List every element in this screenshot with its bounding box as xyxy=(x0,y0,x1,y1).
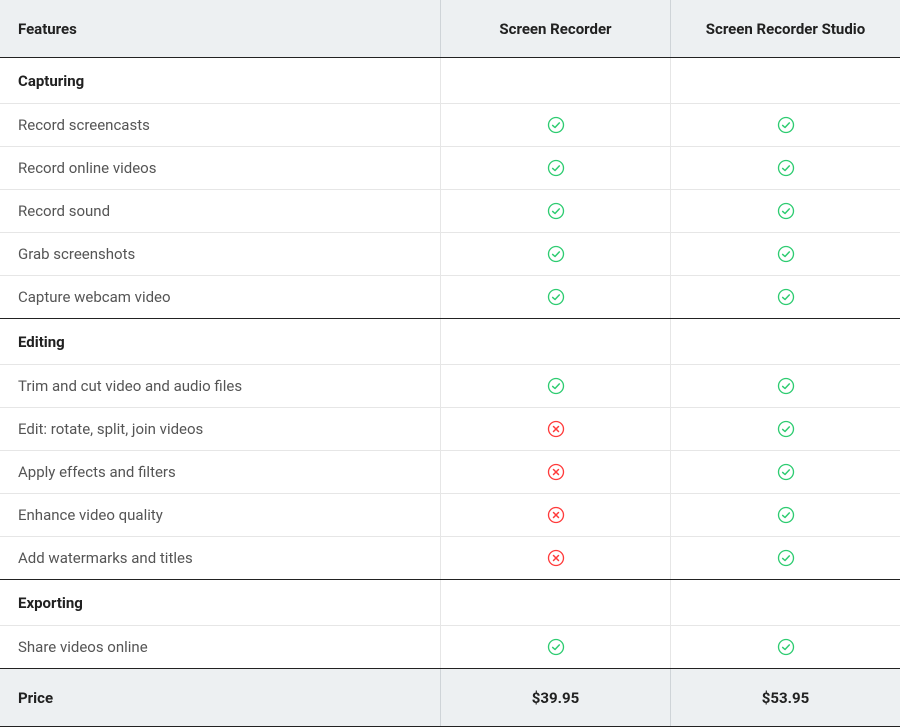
table-row: Share videos online xyxy=(0,626,900,669)
price-row: Price $39.95 $53.95 xyxy=(0,669,900,727)
check-icon xyxy=(545,243,567,265)
feature-label: Grab screenshots xyxy=(0,235,440,273)
check-icon xyxy=(775,286,797,308)
section-title: Capturing xyxy=(0,62,440,100)
cross-icon xyxy=(545,461,567,483)
section-title: Editing xyxy=(0,323,440,361)
check-icon xyxy=(545,114,567,136)
cross-icon xyxy=(545,547,567,569)
table-row: Record sound xyxy=(0,190,900,233)
table-header-row: Features Screen Recorder Screen Recorder… xyxy=(0,0,900,58)
table-row: Record screencasts xyxy=(0,104,900,147)
price-product2: $53.95 xyxy=(670,669,900,726)
section-title: Exporting xyxy=(0,584,440,622)
header-product2: Screen Recorder Studio xyxy=(670,0,900,57)
feature-label: Record screencasts xyxy=(0,106,440,144)
check-icon xyxy=(545,200,567,222)
check-icon xyxy=(545,157,567,179)
cross-icon xyxy=(545,504,567,526)
check-icon xyxy=(545,636,567,658)
check-icon xyxy=(775,547,797,569)
check-icon xyxy=(775,636,797,658)
table-row: Trim and cut video and audio files xyxy=(0,365,900,408)
feature-label: Capture webcam video xyxy=(0,278,440,316)
check-icon xyxy=(775,114,797,136)
check-icon xyxy=(775,200,797,222)
check-icon xyxy=(775,375,797,397)
check-icon xyxy=(775,418,797,440)
check-icon xyxy=(775,157,797,179)
header-features: Features xyxy=(0,10,440,48)
table-row: Grab screenshots xyxy=(0,233,900,276)
comparison-table: Features Screen Recorder Screen Recorder… xyxy=(0,0,900,727)
table-row: Add watermarks and titles xyxy=(0,537,900,580)
feature-label: Apply effects and filters xyxy=(0,453,440,491)
section-capturing: Capturing xyxy=(0,58,900,104)
check-icon xyxy=(545,375,567,397)
table-row: Edit: rotate, split, join videos xyxy=(0,408,900,451)
feature-label: Trim and cut video and audio files xyxy=(0,367,440,405)
feature-label: Add watermarks and titles xyxy=(0,539,440,577)
section-editing: Editing xyxy=(0,319,900,365)
feature-label: Edit: rotate, split, join videos xyxy=(0,410,440,448)
table-row: Capture webcam video xyxy=(0,276,900,319)
section-exporting: Exporting xyxy=(0,580,900,626)
table-row: Apply effects and filters xyxy=(0,451,900,494)
table-row: Enhance video quality xyxy=(0,494,900,537)
feature-label: Record online videos xyxy=(0,149,440,187)
check-icon xyxy=(775,243,797,265)
check-icon xyxy=(545,286,567,308)
price-product1: $39.95 xyxy=(440,669,670,726)
feature-label: Record sound xyxy=(0,192,440,230)
cross-icon xyxy=(545,418,567,440)
price-label: Price xyxy=(0,679,440,717)
feature-label: Share videos online xyxy=(0,628,440,666)
feature-label: Enhance video quality xyxy=(0,496,440,534)
check-icon xyxy=(775,461,797,483)
check-icon xyxy=(775,504,797,526)
table-row: Record online videos xyxy=(0,147,900,190)
header-product1: Screen Recorder xyxy=(440,0,670,57)
